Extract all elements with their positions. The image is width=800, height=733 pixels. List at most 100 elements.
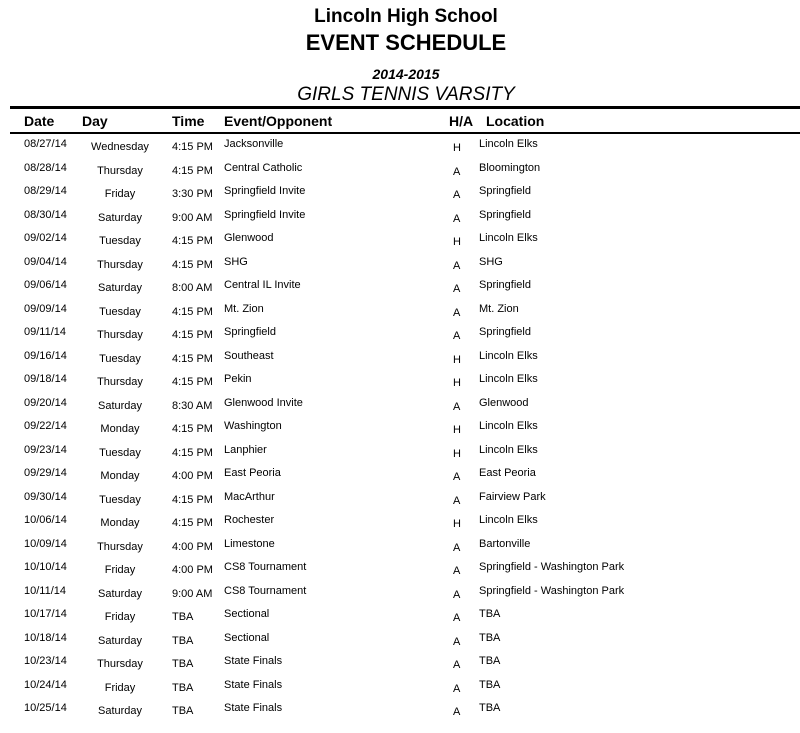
cell-event: Sectional bbox=[224, 631, 270, 644]
cell-time: 4:15 PM bbox=[172, 517, 213, 529]
cell-ha: A bbox=[453, 165, 461, 178]
cell-date: 09/06/14 bbox=[24, 279, 67, 291]
cell-location: Springfield bbox=[479, 326, 531, 338]
cell-time: TBA bbox=[172, 634, 194, 647]
cell-event: Central Catholic bbox=[224, 161, 303, 174]
table-row: 10/09/14 Thursday 4:00 PM Limestone A Bartonv… bbox=[0, 538, 800, 562]
cell-event: State Finals bbox=[224, 655, 283, 667]
cell-day: Friday bbox=[104, 564, 136, 576]
table-row: 08/28/14 Thursday 4:15 PM Central Catholic A… bbox=[0, 162, 800, 186]
table-row: 09/16/14 Tuesday 4:15 PM Southeast H Lincoln … bbox=[0, 350, 800, 374]
cell-day: Tuesday bbox=[99, 446, 141, 459]
table-header: Date Day Time Event/Opponent H/A Locatio… bbox=[0, 113, 800, 131]
cell-ha: A bbox=[453, 588, 461, 601]
cell-day: Thursday bbox=[97, 376, 143, 388]
cell-ha: A bbox=[453, 541, 461, 554]
cell-day: Saturday bbox=[97, 587, 143, 600]
cell-day: Thursday bbox=[97, 164, 143, 177]
table-row: 09/30/14 Tuesday 4:15 PM MacArthur A Fairview… bbox=[0, 491, 800, 515]
cell-ha: A bbox=[453, 212, 461, 225]
cell-day: Wednesday bbox=[91, 141, 149, 153]
table-row: 10/23/14 Thursday TBA State Finals A TBA bbox=[0, 655, 800, 679]
cell-time: 8:00 AM bbox=[172, 282, 213, 294]
cell-time: 9:00 AM bbox=[172, 211, 213, 224]
cell-location: TBA bbox=[479, 655, 501, 667]
cell-location: Bloomington bbox=[479, 161, 541, 174]
cell-location: TBA bbox=[479, 678, 501, 691]
cell-day: Saturday bbox=[97, 399, 143, 412]
cell-time: TBA bbox=[172, 681, 194, 694]
cell-time: 4:15 PM bbox=[172, 423, 213, 435]
cell-location: TBA bbox=[479, 702, 501, 714]
table-row: 08/29/14 Friday 3:30 PM Springfield Invite A… bbox=[0, 185, 800, 209]
cell-date: 10/11/14 bbox=[24, 584, 67, 597]
cell-event: State Finals bbox=[224, 702, 283, 714]
cell-ha: H bbox=[453, 447, 461, 460]
cell-day: Monday bbox=[100, 423, 140, 435]
column-header-location: Location bbox=[486, 113, 545, 129]
cell-event: Glenwood bbox=[224, 232, 274, 244]
cell-event: Rochester bbox=[224, 514, 275, 526]
cell-day: Thursday bbox=[97, 258, 143, 271]
cell-day: Tuesday bbox=[99, 305, 141, 318]
cell-time: 9:00 AM bbox=[172, 587, 213, 600]
cell-time: TBA bbox=[172, 611, 194, 623]
cell-ha: A bbox=[453, 706, 461, 718]
cell-day: Saturday bbox=[97, 282, 143, 294]
column-header-event: Event/Opponent bbox=[224, 113, 333, 129]
cell-day: Monday bbox=[100, 517, 140, 529]
cell-date: 09/11/14 bbox=[24, 326, 67, 338]
cell-day: Tuesday bbox=[99, 235, 141, 247]
cell-location: Springfield bbox=[479, 208, 531, 221]
cell-time: 4:15 PM bbox=[172, 141, 213, 153]
cell-time: 4:15 PM bbox=[172, 352, 213, 365]
cell-time: 4:15 PM bbox=[172, 235, 213, 247]
cell-ha: A bbox=[453, 565, 461, 577]
cell-time: 4:00 PM bbox=[172, 540, 213, 553]
cell-ha: A bbox=[453, 682, 461, 695]
cell-date: 08/27/14 bbox=[24, 138, 67, 150]
cell-event: Glenwood Invite bbox=[224, 396, 303, 409]
column-header-date: Date bbox=[24, 113, 55, 129]
cell-location: Lincoln Elks bbox=[479, 232, 538, 244]
cell-time: 3:30 PM bbox=[172, 188, 213, 200]
cell-ha: A bbox=[453, 635, 461, 648]
cell-event: Washington bbox=[224, 420, 282, 432]
cell-event: MacArthur bbox=[224, 490, 275, 503]
cell-ha: A bbox=[453, 330, 461, 342]
cell-date: 10/24/14 bbox=[24, 678, 67, 691]
cell-event: Springfield Invite bbox=[224, 208, 306, 221]
cell-ha: A bbox=[453, 400, 461, 413]
cell-location: Lincoln Elks bbox=[479, 138, 538, 150]
cell-day: Monday bbox=[100, 470, 140, 482]
cell-ha: H bbox=[453, 518, 461, 530]
cell-event: CS8 Tournament bbox=[224, 584, 307, 597]
table-row: 08/27/14 Wednesday 4:15 PM Jacksonville H Lin… bbox=[0, 138, 800, 162]
cell-event: Mt. Zion bbox=[224, 302, 264, 315]
cell-location: SHG bbox=[479, 255, 503, 268]
cell-date: 10/25/14 bbox=[24, 702, 67, 714]
cell-ha: A bbox=[453, 471, 461, 483]
cell-date: 09/29/14 bbox=[24, 467, 67, 479]
cell-ha: A bbox=[453, 306, 461, 319]
cell-day: Thursday bbox=[97, 540, 143, 553]
cell-date: 10/06/14 bbox=[24, 514, 67, 526]
table-row: 10/06/14 Monday 4:15 PM Rochester H Lincoln E… bbox=[0, 514, 800, 538]
divider bbox=[10, 106, 800, 109]
cell-date: 09/22/14 bbox=[24, 420, 67, 432]
table-row: 10/24/14 Friday TBA State Finals A TBA bbox=[0, 679, 800, 703]
cell-location: Springfield bbox=[479, 279, 531, 291]
cell-time: TBA bbox=[172, 705, 194, 717]
season: 2014-2015 bbox=[372, 66, 440, 82]
cell-date: 09/18/14 bbox=[24, 373, 67, 385]
cell-date: 08/29/14 bbox=[24, 185, 67, 197]
table-row: 08/30/14 Saturday 9:00 AM Springfield Invit… bbox=[0, 209, 800, 233]
cell-day: Friday bbox=[104, 611, 136, 623]
cell-location: Mt. Zion bbox=[479, 302, 519, 315]
cell-date: 09/16/14 bbox=[24, 349, 67, 362]
table-row: 10/11/14 Saturday 9:00 AM CS8 Tournament A Sp… bbox=[0, 585, 800, 609]
cell-event: Jacksonville bbox=[224, 138, 284, 150]
schedule-table: 08/27/14 Wednesday 4:15 PM Jacksonville H Lin… bbox=[0, 138, 800, 726]
cell-time: 4:15 PM bbox=[172, 258, 213, 271]
cell-event: Lanphier bbox=[224, 443, 267, 456]
